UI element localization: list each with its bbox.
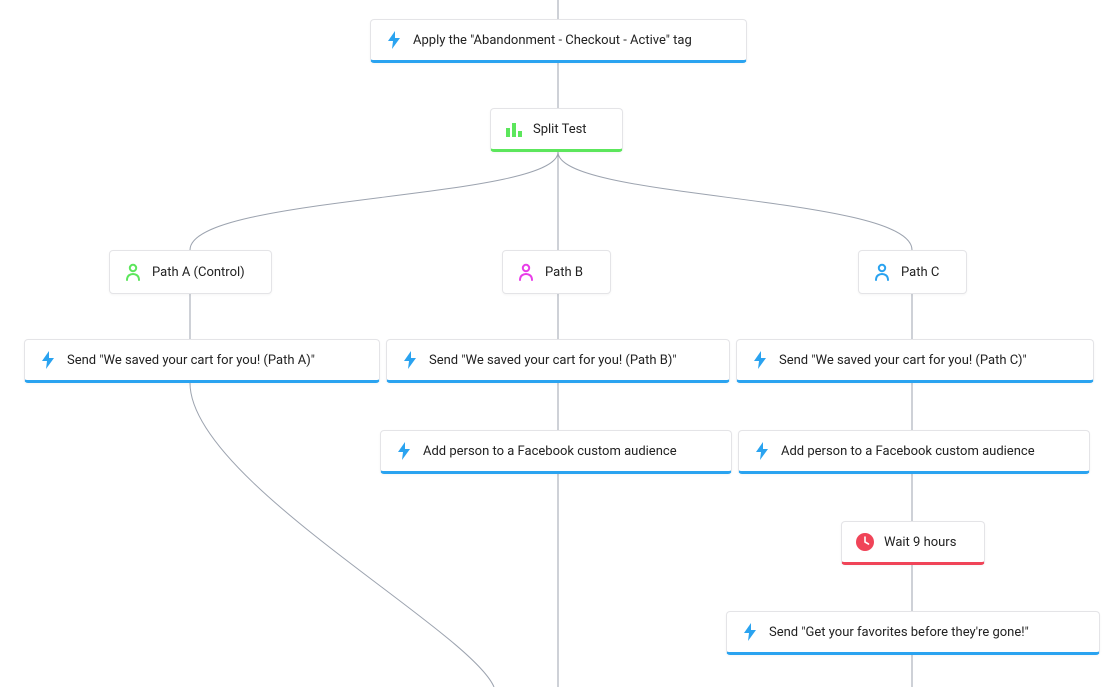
node-label: Path C [901,266,939,279]
action-fb-c[interactable]: Add person to a Facebook custom audience [738,430,1090,474]
node-label: Path B [545,266,583,279]
node-label: Add person to a Facebook custom audience [781,445,1035,458]
node-label: Send "Get your favorites before they're … [769,626,1029,639]
bolt-icon [385,31,403,49]
path-c-node[interactable]: Path C [858,250,967,294]
node-label: Apply the "Abandonment - Checkout - Acti… [413,34,692,47]
action-send-b[interactable]: Send "We saved your cart for you! (Path … [386,339,730,383]
clock-icon [856,533,874,551]
node-label: Add person to a Facebook custom audience [423,445,677,458]
bolt-icon [401,351,419,369]
action-send-a[interactable]: Send "We saved your cart for you! (Path … [24,339,380,383]
node-label: Split Test [533,123,587,136]
barchart-icon [505,120,523,138]
person-icon [124,263,142,281]
bolt-icon [741,623,759,641]
bolt-icon [395,442,413,460]
split-test-node[interactable]: Split Test [490,108,623,152]
node-label: Wait 9 hours [884,536,956,549]
path-b-node[interactable]: Path B [502,250,611,294]
wait-node[interactable]: Wait 9 hours [841,521,985,565]
bolt-icon [39,351,57,369]
action-fb-b[interactable]: Add person to a Facebook custom audience [380,430,732,474]
path-a-node[interactable]: Path A (Control) [109,250,272,294]
bolt-icon [753,442,771,460]
bolt-icon [751,351,769,369]
node-label: Send "We saved your cart for you! (Path … [429,354,677,367]
person-icon [873,263,891,281]
node-label: Send "We saved your cart for you! (Path … [67,354,315,367]
action-apply-tag[interactable]: Apply the "Abandonment - Checkout - Acti… [370,19,747,63]
node-label: Path A (Control) [152,266,245,279]
node-label: Send "We saved your cart for you! (Path … [779,354,1027,367]
person-icon [517,263,535,281]
action-send-c2[interactable]: Send "Get your favorites before they're … [726,611,1100,655]
action-send-c[interactable]: Send "We saved your cart for you! (Path … [736,339,1094,383]
